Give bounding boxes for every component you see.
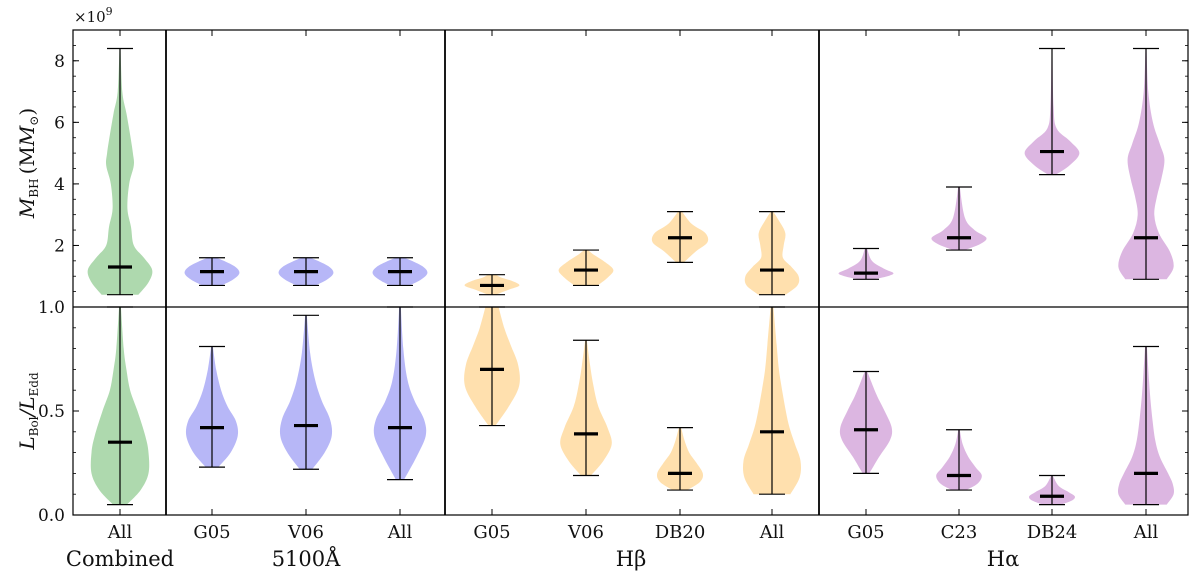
category-label-0: All: [107, 522, 133, 543]
bottom-ytick-label-0: 0.0: [38, 506, 65, 526]
category-label-6: DB20: [655, 522, 706, 543]
violin-layer: [87, 47, 1175, 506]
category-label-8: G05: [847, 522, 884, 543]
plot-frame: [72, 29, 1189, 516]
category-label-7: All: [759, 522, 785, 543]
category-label-1: G05: [193, 522, 230, 543]
category-labels: All G05 V06 All G05 V06 DB20 All G05 C23 DB24 All: [107, 522, 1159, 543]
category-label-3: All: [387, 522, 413, 543]
bottom-y-axis-label: LBol/LEdd: [15, 372, 41, 451]
group-label-5100: 5100Å: [272, 546, 341, 571]
top-ytick-label-2: 6: [54, 113, 65, 133]
category-label-10: DB24: [1027, 522, 1078, 543]
category-label-4: G05: [473, 522, 510, 543]
top-ytick-label-0: 2: [54, 236, 65, 256]
axis-labels: MBH(MM⊙) ×109 LBol/LEdd Combined 5100Å H…: [15, 5, 1019, 571]
group-label-hbeta: Hβ: [616, 547, 646, 571]
top-y-axis-label: MBH(MM⊙): [15, 108, 41, 219]
category-label-2: V06: [287, 522, 324, 543]
top-ytick-label-1: 4: [54, 175, 65, 195]
bottom-ytick-label-1: 0.5: [38, 402, 65, 422]
axis-ticks: 2 4 6 8 0.0 0.5 1.0: [38, 29, 1188, 526]
category-label-11: All: [1133, 522, 1159, 543]
panel-frames: [72, 29, 1189, 516]
top-ytick-label-3: 8: [54, 52, 65, 72]
group-label-combined: Combined: [66, 547, 174, 571]
group-label-halpha: Hα: [987, 547, 1020, 571]
category-label-5: V06: [567, 522, 604, 543]
bottom-ytick-label-2: 1.0: [38, 298, 65, 318]
top-scale-label: ×109: [74, 5, 113, 26]
category-label-9: C23: [941, 522, 978, 543]
